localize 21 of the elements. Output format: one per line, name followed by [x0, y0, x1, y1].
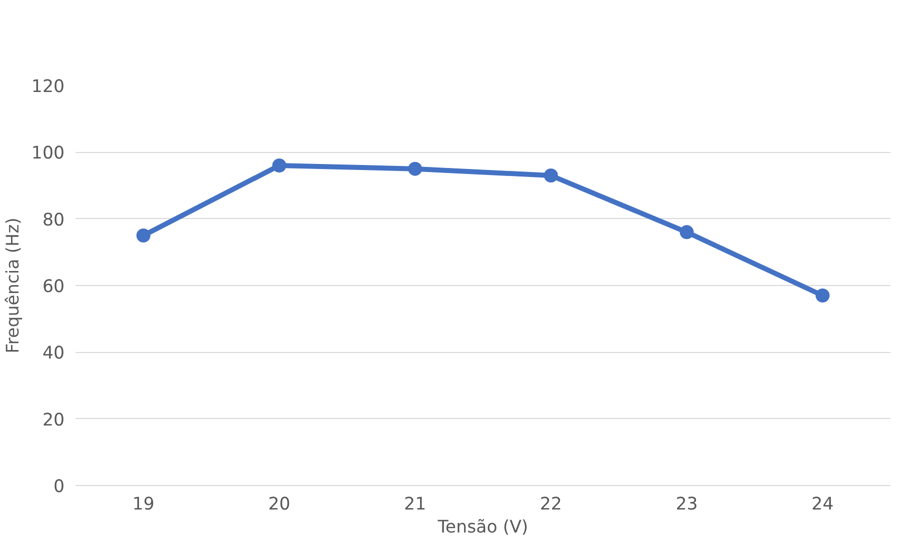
y-tick-label: 40	[42, 344, 65, 364]
y-tick-label: 80	[42, 210, 65, 230]
x-tick-label: 19	[132, 494, 154, 514]
y-tick-label: 60	[42, 277, 65, 297]
y-tick-label: 120	[31, 77, 65, 97]
x-tick-label: 21	[404, 494, 426, 514]
x-axis-title: Tensão (V)	[436, 518, 528, 538]
x-tick-label: 20	[268, 494, 290, 514]
point	[816, 288, 830, 302]
y-tick-label: 20	[42, 410, 65, 430]
x-tick-label: 24	[812, 494, 834, 514]
point	[680, 225, 694, 240]
y-tick-label: 100	[31, 144, 65, 164]
point	[272, 158, 286, 172]
point	[136, 228, 150, 242]
x-tick-label: 22	[540, 494, 562, 514]
x-tick-label: 23	[676, 494, 698, 514]
point	[544, 168, 558, 182]
y-axis-title: Frequência (Hz)	[3, 218, 24, 354]
y-tick-label: 0	[53, 477, 65, 497]
point	[408, 162, 422, 176]
